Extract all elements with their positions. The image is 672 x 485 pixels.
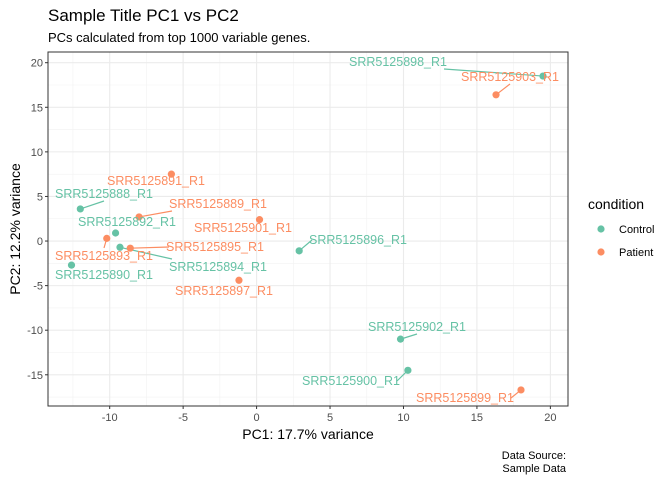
data-point-patient	[235, 276, 243, 284]
x-axis-ticks: -10 -5 0 5 10 15 20	[102, 406, 556, 424]
y-axis-label: PC2: 12.2% variance	[7, 163, 23, 295]
data-point-control	[116, 243, 124, 251]
point-label: SRR5125891_R1	[107, 174, 205, 188]
y-tick-label: 5	[37, 191, 43, 203]
chart-subtitle: PCs calculated from top 1000 variable ge…	[48, 30, 310, 45]
point-label: SRR5125890_R1	[55, 268, 153, 282]
data-point-control	[295, 247, 303, 255]
data-point-patient	[103, 234, 111, 242]
point-label: SRR5125894_R1	[169, 260, 267, 274]
y-tick-label: 20	[31, 58, 43, 70]
x-tick-label: 5	[327, 412, 333, 424]
y-tick-label: 10	[31, 147, 43, 159]
data-point-control	[67, 261, 76, 269]
legend-label: Patient	[619, 247, 653, 259]
chart-title: Sample Title PC1 vs PC2	[48, 6, 239, 25]
legend-title: condition	[588, 196, 644, 212]
legend-entries: Control Patient	[597, 224, 654, 259]
plot-panel-border	[47, 51, 569, 407]
x-tick-label: -10	[102, 412, 118, 424]
point-label: SRR5125899_R1	[416, 391, 514, 405]
point-label: SRR5125896_R1	[309, 233, 407, 247]
label-connector	[130, 246, 170, 249]
x-tick-label: 15	[471, 412, 483, 424]
label-connector	[138, 210, 173, 218]
data-point-control	[404, 366, 412, 374]
point-label: SRR5125888_R1	[55, 187, 153, 201]
x-tick-label: 20	[544, 412, 556, 424]
legend-label: Control	[619, 224, 654, 236]
plot-panel-background	[48, 52, 568, 406]
y-axis-ticks: -15 -10 -5 0 5 10 15 20	[27, 58, 48, 382]
data-point-patient	[135, 213, 143, 221]
point-label: SRR5125892_R1	[78, 215, 176, 229]
point-label: SRR5125902_R1	[368, 320, 466, 334]
point-labels: SRR5125898_R1 SRR5125888_R1 SRR5125892_R1 S…	[55, 55, 559, 405]
major-gridlines	[48, 52, 568, 406]
y-tick-label: -15	[27, 370, 43, 382]
legend: condition Control Patient	[588, 196, 654, 259]
y-tick-label: 15	[31, 102, 43, 114]
x-tick-label: -5	[178, 412, 188, 424]
point-label: SRR5125889_R1	[169, 197, 267, 211]
legend-key-patient	[597, 248, 605, 256]
caption-line-1: Data Source:	[502, 450, 566, 462]
minor-gridlines	[48, 52, 568, 406]
point-label: SRR5125900_R1	[302, 374, 400, 388]
y-tick-label: -5	[33, 281, 43, 293]
data-point-patient	[126, 244, 134, 252]
point-label: SRR5125901_R1	[194, 221, 292, 235]
data-point-control	[539, 72, 547, 80]
data-point-patient	[255, 216, 264, 224]
y-tick-label: -10	[27, 325, 43, 337]
point-label: SRR5125903_R1	[461, 70, 559, 84]
data-point-patient	[517, 386, 525, 394]
y-tick-label: 0	[37, 236, 43, 248]
point-label: SRR5125898_R1	[349, 55, 447, 69]
data-point-control	[111, 229, 120, 237]
data-point-control	[76, 205, 84, 213]
point-label: SRR5125895_R1	[166, 240, 264, 254]
data-point-control	[396, 335, 405, 343]
label-connector	[443, 68, 544, 77]
point-label: SRR5125897_R1	[175, 284, 273, 298]
legend-key-control	[597, 225, 605, 233]
x-axis-label: PC1: 17.7% variance	[242, 426, 374, 442]
caption-line-2: Sample Data	[502, 463, 566, 475]
point-label: SRR5125893_R1	[55, 249, 153, 263]
data-point-patient	[492, 91, 500, 99]
data-point-patient	[167, 170, 175, 178]
x-tick-label: 0	[254, 412, 260, 424]
data-points	[67, 72, 547, 394]
label-connector	[80, 200, 105, 210]
x-tick-label: 10	[397, 412, 409, 424]
